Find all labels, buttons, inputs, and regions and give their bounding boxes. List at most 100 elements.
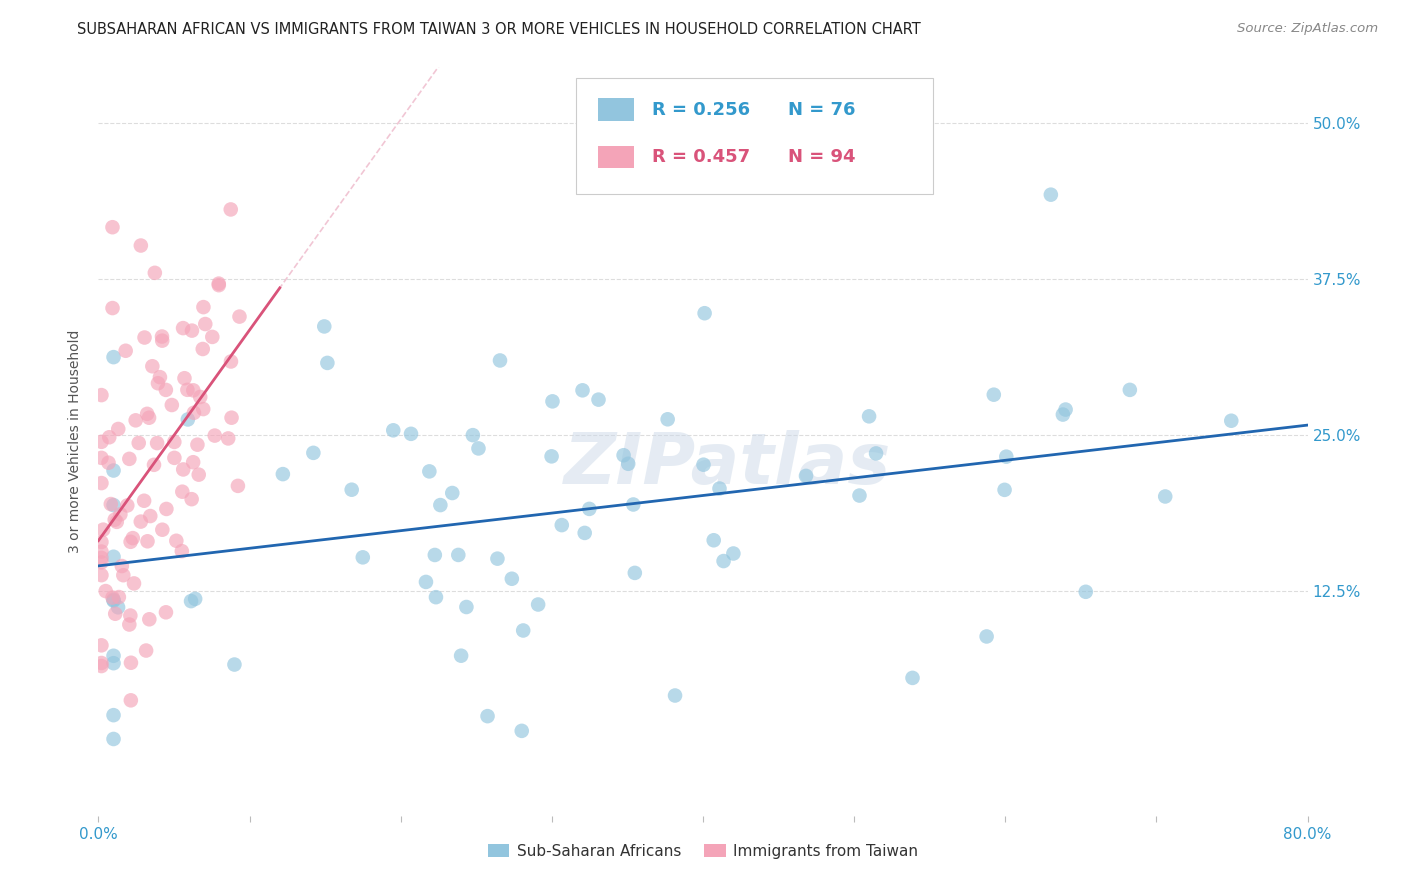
Point [224, 657, 246, 672]
Point [138, 410, 160, 425]
Point [117, 499, 139, 513]
Point [204, 428, 226, 442]
Point [713, 554, 735, 568]
Point [101, 301, 124, 315]
Point [103, 549, 125, 564]
Point [617, 457, 640, 471]
Point [90, 544, 112, 558]
Point [155, 605, 177, 619]
FancyBboxPatch shape [576, 78, 932, 194]
Point [415, 574, 437, 589]
Point [461, 428, 484, 442]
Point [138, 612, 160, 626]
Point [794, 469, 817, 483]
Point [692, 458, 714, 472]
Point [447, 548, 470, 562]
Point [170, 544, 193, 558]
Point [146, 376, 169, 391]
Point [112, 568, 135, 582]
Point [103, 731, 125, 746]
Point [150, 523, 173, 537]
Point [104, 513, 127, 527]
Point [118, 617, 141, 632]
Point [103, 648, 125, 663]
Point [143, 266, 166, 280]
Point [97, 456, 120, 470]
Point [90, 568, 112, 582]
Point [1039, 187, 1062, 202]
Point [489, 353, 512, 368]
Point [139, 509, 162, 524]
Point [163, 450, 186, 465]
Point [314, 319, 336, 334]
Point [129, 515, 152, 529]
Point [120, 656, 142, 670]
Point [100, 497, 122, 511]
Point [103, 350, 125, 364]
Point [382, 423, 405, 437]
Text: N = 76: N = 76 [787, 101, 855, 119]
Point [624, 566, 647, 580]
Point [201, 330, 224, 344]
Legend: Sub-Saharan Africans, Immigrants from Taiwan: Sub-Saharan Africans, Immigrants from Ta… [482, 838, 924, 864]
Point [120, 534, 142, 549]
Y-axis label: 3 or more Vehicles in Household: 3 or more Vehicles in Household [69, 330, 83, 553]
Point [120, 608, 142, 623]
Point [187, 467, 209, 482]
Point [858, 409, 880, 424]
Point [512, 624, 534, 638]
Point [976, 630, 998, 644]
Point [165, 533, 187, 548]
Point [181, 384, 204, 398]
Point [467, 442, 489, 456]
Point [316, 356, 339, 370]
Point [1054, 402, 1077, 417]
Point [219, 354, 242, 368]
Point [228, 310, 250, 324]
Point [105, 515, 128, 529]
Point [149, 370, 172, 384]
Point [441, 486, 464, 500]
Point [103, 463, 125, 477]
Point [621, 498, 644, 512]
Point [90, 550, 112, 565]
Point [664, 689, 686, 703]
Point [101, 220, 124, 235]
Point [219, 202, 242, 217]
Point [160, 398, 183, 412]
Point [571, 384, 593, 398]
Point [90, 434, 112, 449]
Point [90, 659, 112, 673]
Point [588, 392, 610, 407]
Point [108, 590, 131, 604]
Point [578, 502, 600, 516]
Point [510, 723, 533, 738]
Point [194, 317, 217, 331]
Point [423, 548, 446, 562]
Point [693, 306, 716, 320]
Point [848, 489, 870, 503]
Point [193, 300, 215, 314]
Text: ZIPatlas: ZIPatlas [564, 430, 891, 499]
Point [352, 550, 374, 565]
Point [865, 446, 887, 460]
Point [146, 436, 169, 450]
Text: SUBSAHARAN AFRICAN VS IMMIGRANTS FROM TAIWAN 3 OR MORE VEHICLES IN HOUSEHOLD COR: SUBSAHARAN AFRICAN VS IMMIGRANTS FROM TA… [77, 22, 921, 37]
Point [208, 277, 231, 291]
Point [121, 531, 143, 545]
Point [527, 598, 550, 612]
Point [141, 359, 163, 374]
Point [134, 330, 156, 344]
Point [90, 638, 112, 652]
Point [486, 551, 509, 566]
Point [172, 462, 194, 476]
Text: Source: ZipAtlas.com: Source: ZipAtlas.com [1237, 22, 1378, 36]
Point [135, 643, 157, 657]
Text: R = 0.457: R = 0.457 [652, 148, 751, 166]
Point [107, 600, 129, 615]
Point [188, 390, 211, 404]
Point [94, 584, 117, 599]
Point [124, 413, 146, 427]
Point [191, 342, 214, 356]
Point [1154, 490, 1177, 504]
